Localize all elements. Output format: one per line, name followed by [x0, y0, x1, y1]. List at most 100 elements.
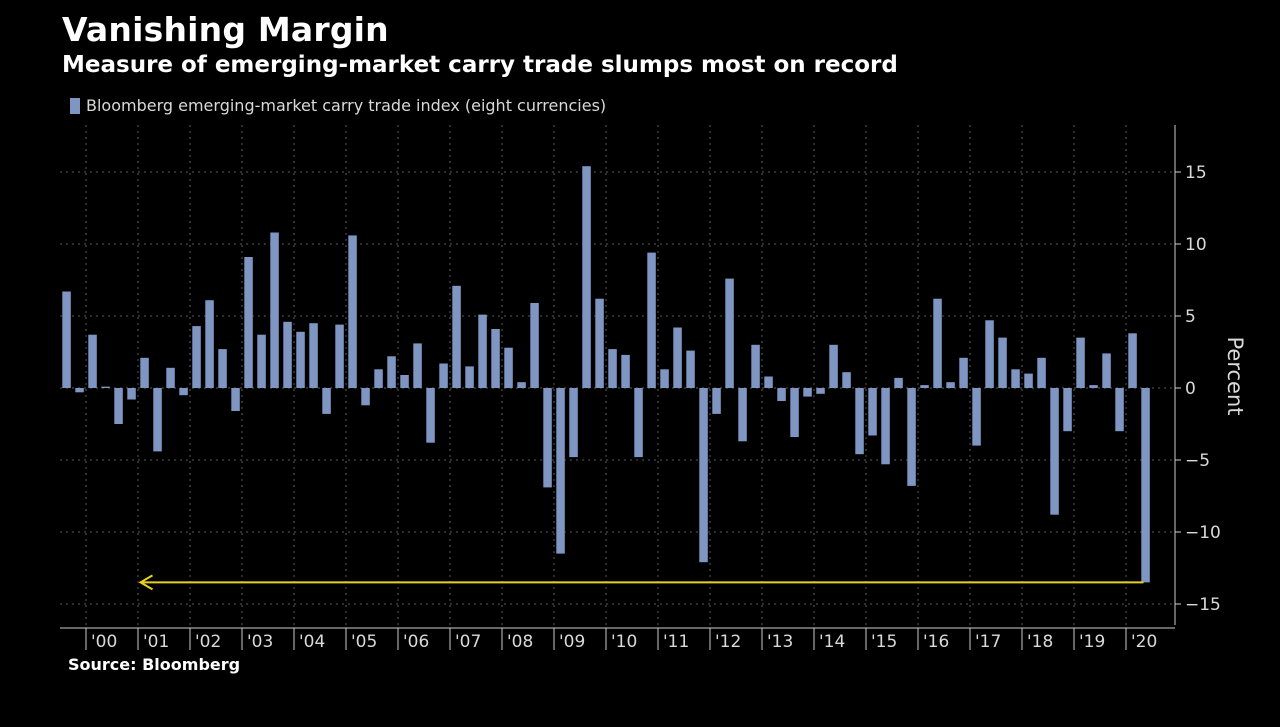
- bar: [400, 375, 409, 388]
- x-tick-label: '04: [299, 632, 325, 652]
- bar: [621, 354, 630, 388]
- legend: Bloomberg emerging-market carry trade in…: [70, 96, 606, 115]
- bar: [205, 300, 214, 388]
- bar: [1037, 357, 1046, 388]
- bar: [257, 334, 266, 388]
- bar: [62, 291, 71, 388]
- bars: [62, 166, 1150, 583]
- legend-label: Bloomberg emerging-market carry trade in…: [86, 96, 607, 115]
- bar: [998, 337, 1007, 388]
- bar: [166, 367, 175, 388]
- bar: [803, 388, 812, 397]
- bar: [75, 388, 84, 393]
- bar: [1128, 333, 1137, 388]
- bar: [374, 369, 383, 388]
- bar: [452, 285, 461, 388]
- bar: [582, 166, 591, 388]
- bar: [218, 349, 227, 388]
- bar: [855, 388, 864, 455]
- y-tick-label: −5: [1185, 451, 1210, 471]
- x-tick-label: '12: [715, 632, 741, 652]
- bar: [829, 344, 838, 388]
- x-tick-label: '03: [247, 632, 273, 652]
- bar: [426, 388, 435, 443]
- annotation-arrow-head: [138, 574, 154, 591]
- x-tick-label: '14: [819, 632, 845, 652]
- bar: [296, 331, 305, 388]
- x-tick-label: '18: [1027, 632, 1053, 652]
- bar: [179, 388, 188, 396]
- x-tick-label: '15: [871, 632, 897, 652]
- bar: [751, 344, 760, 388]
- x-tick-label: '06: [403, 632, 429, 652]
- bar: [608, 349, 617, 388]
- gridlines: [60, 125, 1175, 625]
- y-tick-label: 15: [1185, 163, 1207, 183]
- bar: [972, 388, 981, 446]
- x-tick-label: '07: [455, 632, 481, 652]
- bar: [686, 350, 695, 388]
- bar: [504, 347, 513, 388]
- bar: [1050, 388, 1059, 515]
- bar: [1076, 337, 1085, 388]
- x-tick-label: '05: [351, 632, 377, 652]
- bar: [777, 388, 786, 401]
- bar: [933, 298, 942, 388]
- y-tick-label: −10: [1185, 523, 1221, 543]
- bar: [1063, 388, 1072, 432]
- bar: [725, 278, 734, 388]
- bar: [673, 327, 682, 388]
- annotation: [138, 574, 1144, 591]
- chart-title: Vanishing Margin: [62, 10, 389, 49]
- x-tick-label: '17: [975, 632, 1001, 652]
- bar: [387, 356, 396, 388]
- bar: [101, 386, 110, 388]
- x-tick-label: '00: [91, 632, 117, 652]
- bar: [140, 357, 149, 388]
- bar: [153, 388, 162, 452]
- bar: [127, 388, 136, 400]
- bar: [595, 298, 604, 388]
- bar: [881, 388, 890, 465]
- x-tick-label: '01: [143, 632, 169, 652]
- bar: [517, 382, 526, 388]
- bar: [1102, 353, 1111, 388]
- bar: [907, 388, 916, 486]
- bar: [894, 377, 903, 388]
- x-tick-label: '02: [195, 632, 221, 652]
- bar: [556, 388, 565, 554]
- x-tick-label: '11: [663, 632, 689, 652]
- bar: [1089, 385, 1098, 388]
- x-tick-label: '16: [923, 632, 949, 652]
- bar: [868, 388, 877, 436]
- bar: [491, 329, 500, 388]
- y-tick-label: 5: [1185, 307, 1196, 327]
- bar: [1141, 388, 1150, 583]
- bar: [985, 320, 994, 388]
- bar: [647, 252, 656, 388]
- bar: [114, 388, 123, 424]
- bar: [322, 388, 331, 414]
- bar: [790, 388, 799, 437]
- bar: [270, 232, 279, 388]
- bar: [816, 388, 825, 394]
- bar: [738, 388, 747, 442]
- bar: [192, 326, 201, 388]
- bar: [764, 376, 773, 388]
- bar: [478, 314, 487, 388]
- bar: [660, 369, 669, 388]
- bar: [283, 321, 292, 388]
- bar: [244, 257, 253, 388]
- axes: 15 10 5 0 −5 −10 −15 '00 '01 '02 '03 '04 '05 '06 '07 '0…: [60, 125, 1247, 652]
- bar: [842, 372, 851, 388]
- y-axis-title: Percent: [1223, 336, 1247, 415]
- x-tick-label: '10: [611, 632, 637, 652]
- bar: [439, 363, 448, 388]
- x-tick-label: '20: [1131, 632, 1157, 652]
- bar: [699, 388, 708, 563]
- bar: [348, 235, 357, 388]
- bar: [959, 357, 968, 388]
- bar: [231, 388, 240, 411]
- source-note: Source: Bloomberg: [68, 655, 241, 674]
